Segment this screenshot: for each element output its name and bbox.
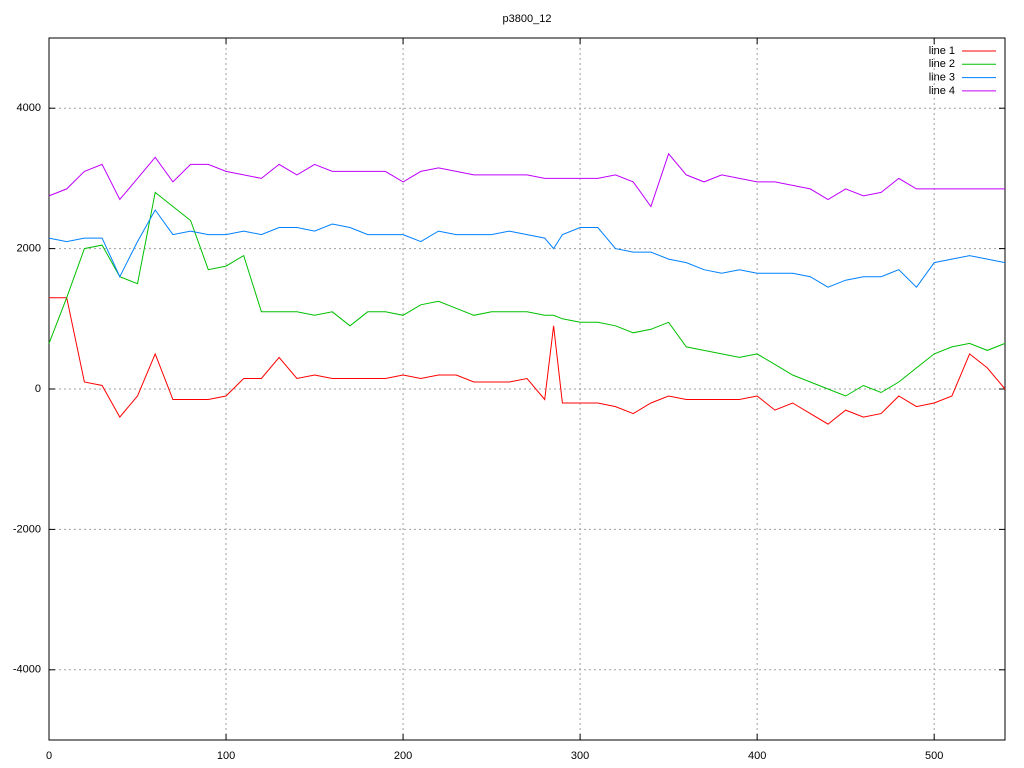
data-line <box>48 209 1006 288</box>
x-tick-label: 500 <box>925 750 943 762</box>
data-line <box>49 297 1006 425</box>
x-tick-label: 400 <box>748 750 766 762</box>
chart-title: p3800_12 <box>503 13 552 25</box>
legend-label: line 3 <box>929 72 955 84</box>
y-tick-label: -4000 <box>13 664 41 676</box>
data-line <box>48 152 1005 208</box>
y-tick-label: 0 <box>35 383 41 395</box>
y-tick-label: 2000 <box>17 243 41 255</box>
y-tick-label: 4000 <box>17 102 41 114</box>
legend-label: line 4 <box>929 85 955 97</box>
y-tick-label: -2000 <box>13 523 41 535</box>
x-tick-label: 0 <box>46 750 52 762</box>
x-tick-label: 100 <box>217 750 235 762</box>
legend-label: line 1 <box>929 45 955 57</box>
legend-label: line 2 <box>929 58 955 70</box>
plot-border <box>48 37 1006 741</box>
data-line <box>48 191 1006 397</box>
x-tick-label: 300 <box>571 750 589 762</box>
x-tick-label: 200 <box>394 750 412 762</box>
